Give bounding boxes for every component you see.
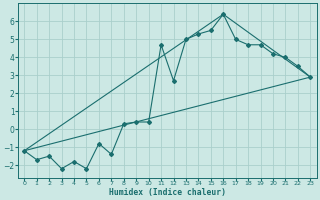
- X-axis label: Humidex (Indice chaleur): Humidex (Indice chaleur): [109, 188, 226, 197]
